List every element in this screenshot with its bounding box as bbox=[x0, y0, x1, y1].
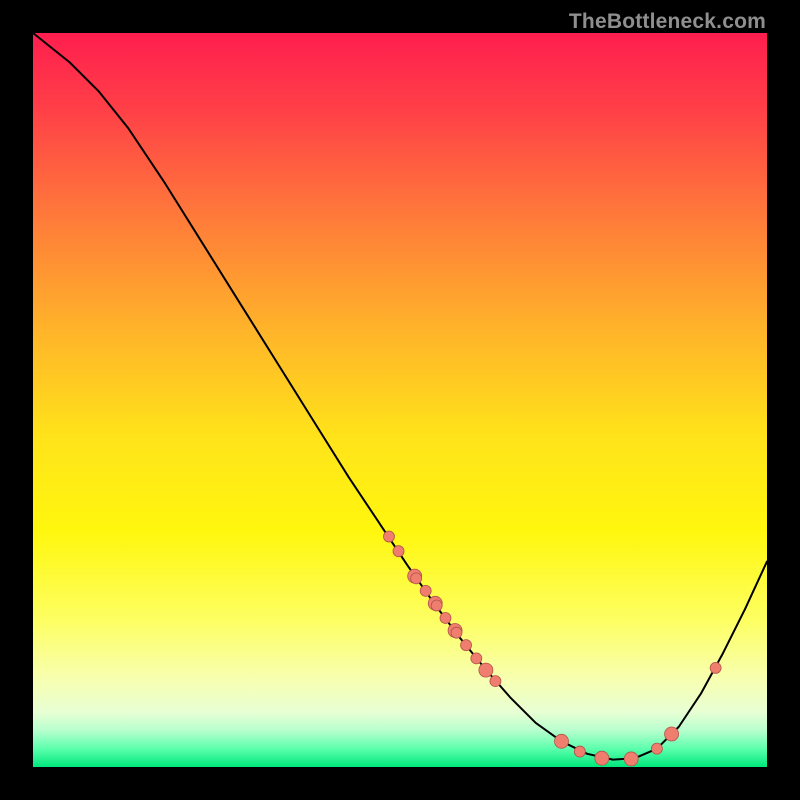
data-marker bbox=[624, 752, 638, 766]
data-marker bbox=[411, 573, 422, 584]
data-marker bbox=[651, 743, 662, 754]
data-marker bbox=[393, 546, 404, 557]
chart-frame bbox=[33, 33, 767, 767]
bottleneck-curve-chart bbox=[33, 33, 767, 767]
data-marker bbox=[710, 662, 721, 673]
data-marker bbox=[440, 612, 451, 623]
data-marker bbox=[451, 627, 462, 638]
data-marker bbox=[431, 600, 442, 611]
data-marker bbox=[471, 653, 482, 664]
data-marker bbox=[461, 640, 472, 651]
data-marker bbox=[383, 531, 394, 542]
data-marker bbox=[574, 746, 585, 757]
data-marker bbox=[595, 751, 609, 765]
data-marker bbox=[420, 585, 431, 596]
data-marker bbox=[554, 734, 568, 748]
data-marker bbox=[665, 727, 679, 741]
data-marker bbox=[490, 676, 501, 687]
watermark-text: TheBottleneck.com bbox=[569, 10, 766, 34]
gradient-background bbox=[33, 33, 767, 767]
data-marker bbox=[479, 663, 493, 677]
